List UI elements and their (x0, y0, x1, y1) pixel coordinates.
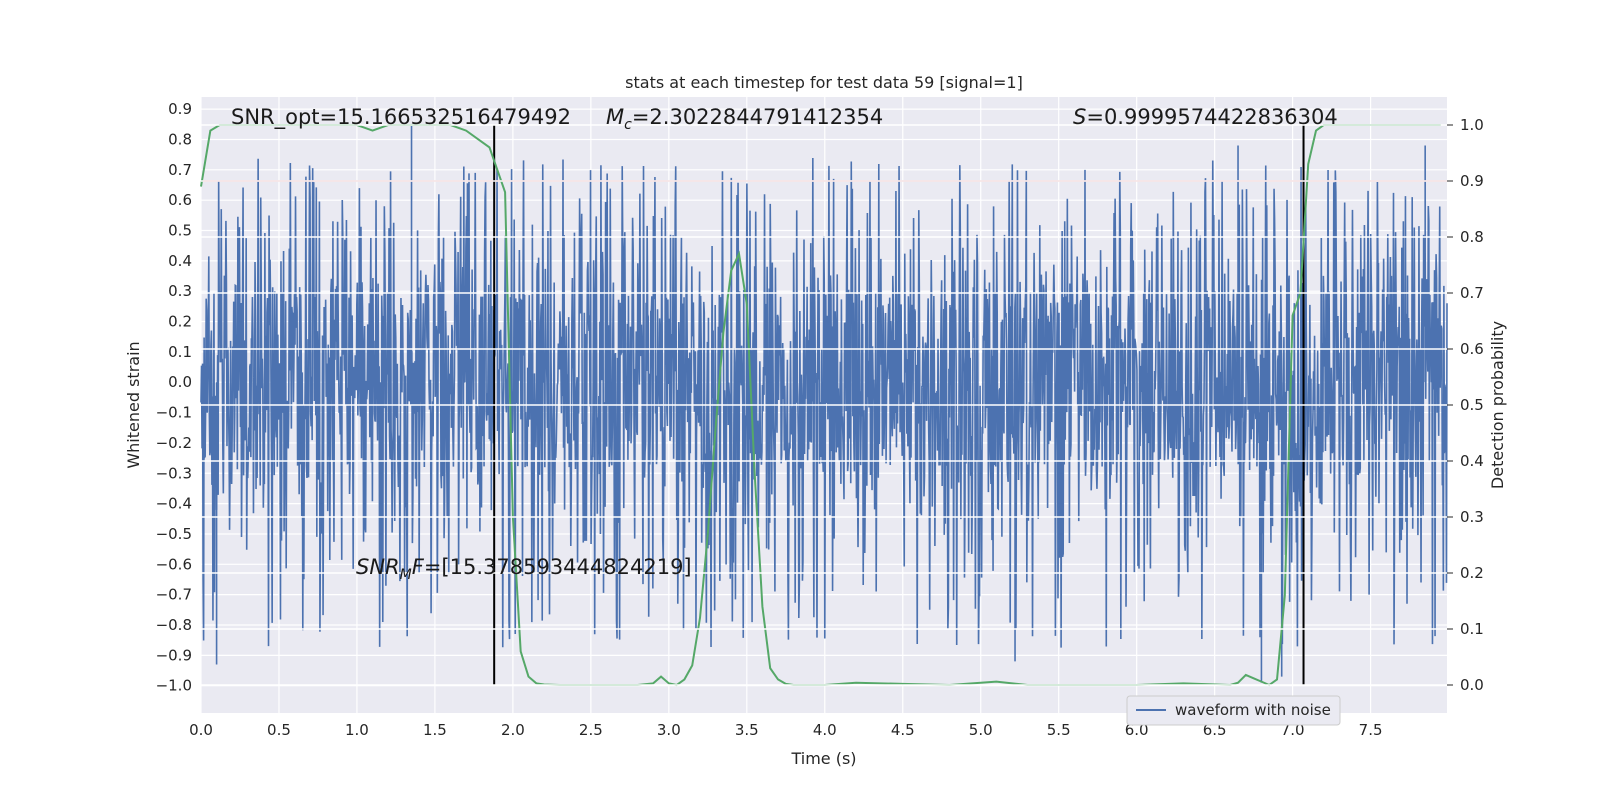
chirp-mass-subscript: c (624, 117, 632, 133)
y-tick-label: 0.8 (168, 130, 192, 148)
snr-mf-symbol: SNR (356, 555, 400, 579)
chirp-mass-symbol: M (606, 105, 624, 129)
y-tick-label: −0.1 (156, 404, 192, 422)
chirp-mass-value: =2.3022844791412354 (632, 105, 883, 129)
waveform-line (200, 158, 1448, 648)
y-axis-title: Whitened strain (124, 341, 143, 468)
x-tick-label: 2.0 (501, 721, 525, 739)
legend-label: waveform with noise (1175, 701, 1331, 719)
s-value: =0.9999574422836304 (1086, 105, 1337, 129)
y-axis: 0.9 0.8 0.7 0.6 0.5 0.4 0.3 0.2 0.1 0.0 −0.1 −0.2 −0… (156, 100, 192, 695)
s-symbol: S (1073, 105, 1086, 129)
y2-tick-label: 0.0 (1460, 676, 1484, 694)
x-tick-label: 5.0 (969, 721, 993, 739)
y-tick-label: −0.5 (156, 525, 192, 543)
detection-probability-line (200, 124, 1441, 687)
y-tick-label: −0.7 (156, 586, 192, 604)
y-tick-label: −0.2 (156, 434, 192, 452)
s-annotation: S=0.9999574422836304 (1073, 105, 1338, 129)
x-tick-label: 4.5 (891, 721, 915, 739)
y-tick-label: 0.3 (168, 282, 192, 300)
x-tick-label: 2.5 (579, 721, 603, 739)
y2-tick-label: 0.5 (1460, 396, 1484, 414)
legend-box (1126, 695, 1341, 726)
snr-mf-annotation: SNRMF=[15.378593444824219] (356, 555, 692, 583)
x-tick-label: 1.5 (423, 721, 447, 739)
y-tick-label: −0.6 (156, 555, 192, 573)
y2-tick-label: 0.4 (1460, 452, 1484, 470)
y2-axis: 1.0 0.9 0.8 0.7 0.6 0.5 0.4 0.3 0.2 0.1 0.0 (1447, 116, 1484, 694)
y-tick-label: −0.3 (156, 464, 192, 482)
y2-axis-title: Detection probability (1488, 321, 1507, 489)
snr-opt-annotation: SNR_opt=15.166532516479492 (231, 105, 571, 130)
y2-tick-label: 0.1 (1460, 620, 1484, 638)
x-tick-label: 3.5 (735, 721, 759, 739)
y-tick-label: 0.9 (168, 100, 192, 118)
y2-tick-label: 0.2 (1460, 564, 1484, 582)
legend: waveform with noise (1126, 695, 1341, 726)
probability-layer (200, 124, 1441, 687)
y-tick-label: 0.5 (168, 222, 192, 240)
y-tick-label: −1.0 (156, 677, 192, 695)
x-tick-label: 7.5 (1359, 721, 1383, 739)
y-tick-label: −0.8 (156, 616, 192, 634)
x-axis-title: Time (s) (790, 749, 856, 768)
y-tick-label: 0.4 (168, 252, 192, 270)
chart-title: stats at each timestep for test data 59 … (625, 73, 1023, 92)
x-tick-label: 1.0 (345, 721, 369, 739)
x-tick-label: 5.5 (1047, 721, 1071, 739)
x-tick-label: 0.5 (267, 721, 291, 739)
right-grid (201, 124, 1447, 686)
y2-tick-label: 0.6 (1460, 340, 1484, 358)
chirp-mass-annotation: Mc=2.3022844791412354 (606, 105, 883, 133)
y2-tick-label: 0.7 (1460, 284, 1484, 302)
y2-tick-label: 0.9 (1460, 172, 1484, 190)
x-tick-label: 3.0 (657, 721, 681, 739)
y-tick-label: 0.6 (168, 191, 192, 209)
y2-tick-label: 0.8 (1460, 228, 1484, 246)
y-tick-label: 0.7 (168, 161, 192, 179)
y2-tick-label: 0.3 (1460, 508, 1484, 526)
snr-mf-subscript: M (400, 567, 412, 583)
snr-mf-tail: F (412, 555, 425, 579)
y-tick-label: 0.2 (168, 313, 192, 331)
x-tick-label: 4.0 (813, 721, 837, 739)
y-tick-label: 0.1 (168, 343, 192, 361)
y-tick-label: −0.4 (156, 495, 192, 513)
y2-tick-label: 1.0 (1460, 116, 1484, 134)
x-tick-label: 0.0 (189, 721, 213, 739)
y-tick-label: 0.0 (168, 373, 192, 391)
y-tick-label: −0.9 (156, 646, 192, 664)
snr-mf-value: =[15.378593444824219] (424, 555, 692, 579)
